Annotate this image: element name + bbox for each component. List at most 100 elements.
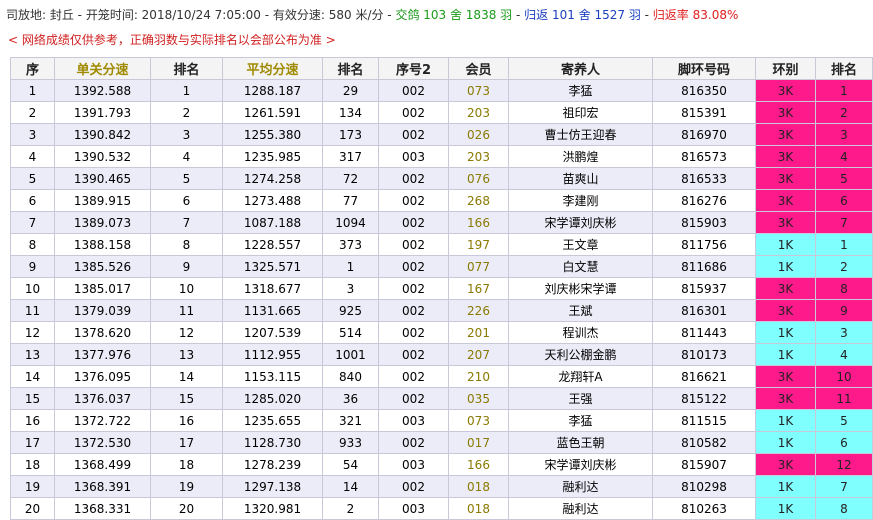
table-cell: 073 <box>448 409 509 432</box>
table-cell: 077 <box>448 255 509 278</box>
column-header: 平均分速 <box>222 57 323 80</box>
table-cell: 002 <box>378 211 449 234</box>
column-header: 脚环号码 <box>652 57 756 80</box>
table-cell: 811756 <box>652 233 756 256</box>
table-row: 2 1391.793 2 1261.591 134 002 203 祖印宏 815391 3K 2 <box>10 101 873 124</box>
table-cell: 816276 <box>652 189 756 212</box>
table-cell: 210 <box>448 365 509 388</box>
table-cell: 融利达 <box>508 475 653 498</box>
table-cell: 3K <box>755 365 816 388</box>
table-cell: 002 <box>378 189 449 212</box>
table-row: 5 1390.465 5 1274.258 72 002 076 苗爽山 816533 3K 5 <box>10 167 873 190</box>
table-cell: 002 <box>378 255 449 278</box>
table-row: 3 1390.842 3 1255.380 173 002 026 曹士仿王迎春 816970 3… <box>10 123 873 146</box>
table-cell: 3K <box>755 101 816 124</box>
table-cell: 龙翔轩A <box>508 365 653 388</box>
table-cell: 167 <box>448 277 509 300</box>
table-cell: 816533 <box>652 167 756 190</box>
table-cell: 1297.138 <box>222 475 323 498</box>
table-cell: 811515 <box>652 409 756 432</box>
table-cell: 8 <box>10 233 55 256</box>
table-cell: 017 <box>448 431 509 454</box>
table-cell: 17 <box>150 431 223 454</box>
table-cell: 321 <box>322 409 379 432</box>
table-cell: 宋学谭刘庆彬 <box>508 453 653 476</box>
column-header: 排名 <box>322 57 379 80</box>
table-cell: 002 <box>378 277 449 300</box>
table-cell: 15 <box>150 387 223 410</box>
table-cell: 3K <box>755 453 816 476</box>
table-cell: 3K <box>755 167 816 190</box>
table-cell: 1235.985 <box>222 145 323 168</box>
column-header: 寄养人 <box>508 57 653 80</box>
table-cell: 1325.571 <box>222 255 323 278</box>
table-row: 18 1368.499 18 1278.239 54 003 166 宋学谭刘庆彬 815907… <box>10 453 873 476</box>
table-cell: 1K <box>755 233 816 256</box>
header-row: 序单关分速 排名 平均分速 排名 序号2 会员 寄养人 脚环号码 环别 排名 <box>10 57 873 80</box>
table-cell: 77 <box>322 189 379 212</box>
header-segment: - <box>512 8 525 22</box>
table-cell: 8 <box>815 497 873 520</box>
table-cell: 002 <box>378 343 449 366</box>
table-row: 15 1376.037 15 1285.020 36 002 035 王强 815122 3K 11 <box>10 387 873 410</box>
table-cell: 816573 <box>652 145 756 168</box>
table-cell: 035 <box>448 387 509 410</box>
column-header: 排名 <box>815 57 873 80</box>
table-cell: 8 <box>150 233 223 256</box>
table-cell: 刘庆彬宋学谭 <box>508 277 653 300</box>
table-cell: 1153.115 <box>222 365 323 388</box>
table-cell: 810173 <box>652 343 756 366</box>
table-cell: 1378.620 <box>54 321 151 344</box>
table-cell: 10 <box>815 365 873 388</box>
table-cell: 14 <box>322 475 379 498</box>
table-cell: 1368.391 <box>54 475 151 498</box>
table-cell: 9 <box>815 299 873 322</box>
table-cell: 36 <box>322 387 379 410</box>
table-cell: 16 <box>150 409 223 432</box>
table-cell: 1389.915 <box>54 189 151 212</box>
table-cell: 王文章 <box>508 233 653 256</box>
table-cell: 1372.530 <box>54 431 151 454</box>
table-cell: 3K <box>755 145 816 168</box>
table-cell: 12 <box>10 321 55 344</box>
table-cell: 9 <box>10 255 55 278</box>
results-table: 序单关分速 排名 平均分速 排名 序号2 会员 寄养人 脚环号码 环别 排名 1 1392.588 1… <box>10 57 873 520</box>
table-cell: 1 <box>815 79 873 102</box>
table-cell: 12 <box>150 321 223 344</box>
table-cell: 12 <box>815 453 873 476</box>
table-cell: 1392.588 <box>54 79 151 102</box>
table-cell: 815122 <box>652 387 756 410</box>
table-cell: 1K <box>755 475 816 498</box>
table-cell: 2 <box>815 255 873 278</box>
table-cell: 1 <box>150 79 223 102</box>
table-cell: 20 <box>10 497 55 520</box>
table-row: 16 1372.722 16 1235.655 321 003 073 李猛 811515 1K 5 <box>10 409 873 432</box>
table-cell: 29 <box>322 79 379 102</box>
table-cell: 13 <box>10 343 55 366</box>
table-cell: 1288.187 <box>222 79 323 102</box>
table-body: 1 1392.588 1 1288.187 29 002 073 李猛 816350 3K 1 2 13… <box>10 79 873 520</box>
table-cell: 207 <box>448 343 509 366</box>
table-cell: 4 <box>10 145 55 168</box>
table-cell: 4 <box>815 343 873 366</box>
table-cell: 7 <box>10 211 55 234</box>
table-cell: 10 <box>150 277 223 300</box>
table-cell: 810298 <box>652 475 756 498</box>
column-header: 排名 <box>150 57 223 80</box>
table-cell: 曹士仿王迎春 <box>508 123 653 146</box>
table-cell: 002 <box>378 431 449 454</box>
table-row: 4 1390.532 4 1235.985 317 003 203 洪鹏煌 816573 3K 4 <box>10 145 873 168</box>
table-cell: 王强 <box>508 387 653 410</box>
column-header: 单关分速 <box>54 57 151 80</box>
table-cell: 810582 <box>652 431 756 454</box>
table-cell: 19 <box>10 475 55 498</box>
table-cell: 1273.488 <box>222 189 323 212</box>
table-cell: 003 <box>378 409 449 432</box>
table-cell: 13 <box>150 343 223 366</box>
table-cell: 15 <box>10 387 55 410</box>
table-cell: 16 <box>10 409 55 432</box>
table-row: 12 1378.620 12 1207.539 514 002 201 程训杰 811443 1K… <box>10 321 873 344</box>
table-cell: 1255.380 <box>222 123 323 146</box>
table-cell: 5 <box>815 167 873 190</box>
